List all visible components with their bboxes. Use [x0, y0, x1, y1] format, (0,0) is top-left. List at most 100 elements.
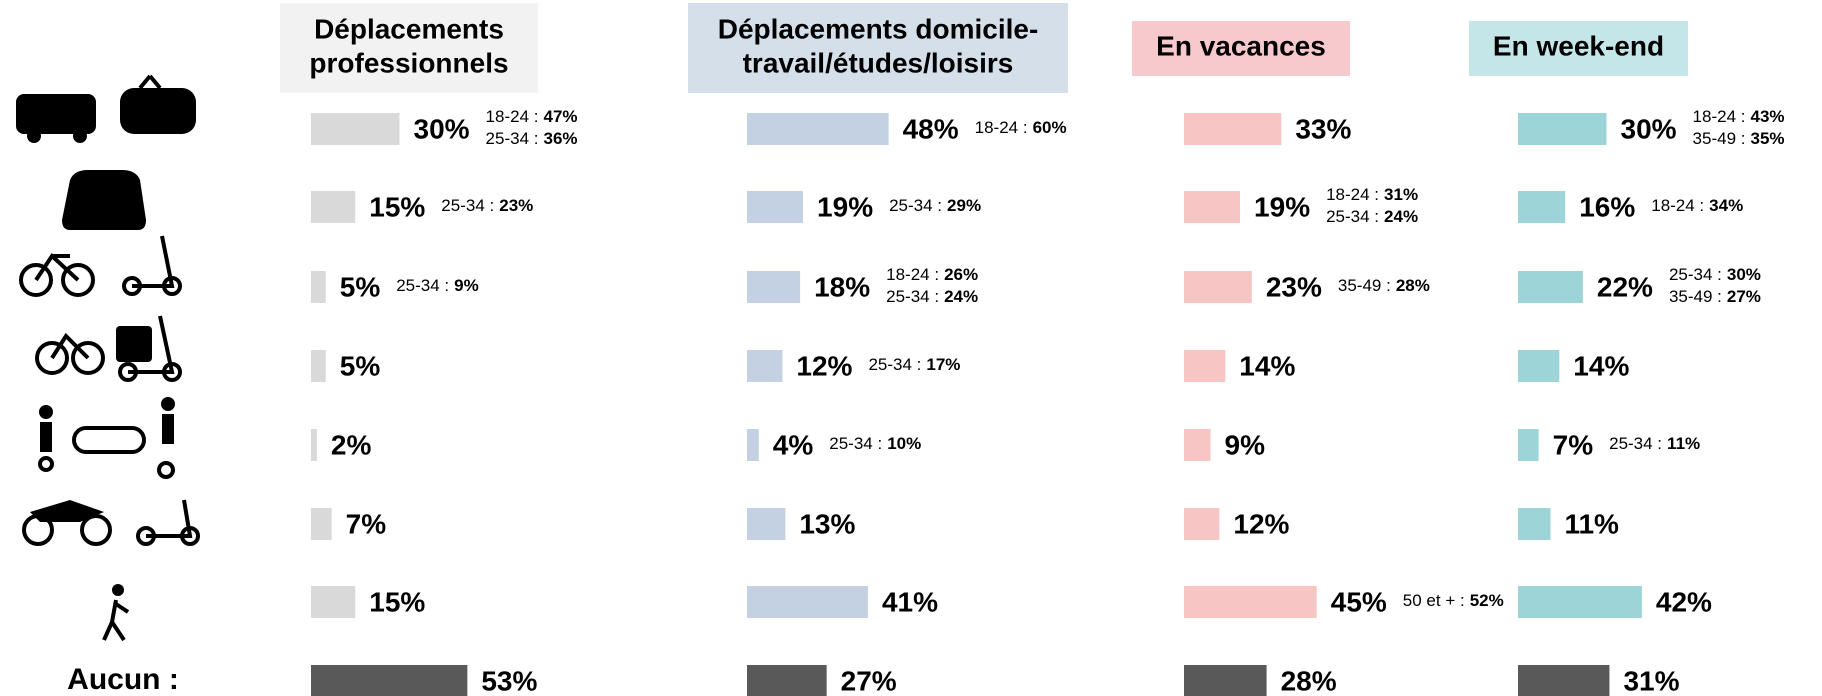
age-note: 25-34 : 30% — [1669, 265, 1761, 284]
panel-title: travail/études/loisirs — [743, 47, 1014, 78]
panel-title: En week-end — [1493, 30, 1664, 61]
value-label: 9% — [1225, 429, 1266, 460]
age-share: 34% — [1709, 196, 1743, 215]
age-share: 35% — [1750, 129, 1784, 148]
bar — [747, 271, 801, 303]
title-box — [1132, 21, 1350, 76]
value-label: 13% — [799, 508, 855, 539]
age-group: 35-49 : — [1338, 276, 1391, 295]
bar — [311, 350, 326, 382]
value-label: 45% — [1331, 586, 1387, 617]
age-share: 43% — [1750, 107, 1784, 126]
value-label: 19% — [817, 191, 873, 222]
bar — [747, 113, 889, 145]
age-note: 18-24 : 31% — [1326, 185, 1418, 204]
panel-title: Déplacements — [314, 13, 504, 44]
value-label: 18% — [814, 271, 870, 302]
age-share: 60% — [1033, 118, 1067, 137]
bar — [311, 191, 356, 223]
bar — [311, 665, 468, 696]
age-group: 25-34 : — [886, 287, 939, 306]
age-share: 47% — [543, 107, 577, 126]
bar — [1184, 191, 1241, 223]
row-label: Aucun : — [67, 663, 179, 696]
age-group: 25-34 : — [441, 196, 494, 215]
title-box — [280, 3, 538, 93]
bar — [1518, 586, 1642, 618]
bar — [747, 350, 783, 382]
value-label: 15% — [369, 191, 425, 222]
bar — [1184, 508, 1220, 540]
value-label: 14% — [1239, 350, 1295, 381]
age-group: 18-24 : — [1326, 185, 1379, 204]
age-note: 25-34 : 10% — [829, 434, 921, 453]
age-group: 18-24 : — [486, 107, 539, 126]
bar — [311, 113, 400, 145]
value-label: 7% — [346, 508, 387, 539]
bar — [747, 586, 868, 618]
value-label: 4% — [773, 429, 814, 460]
value-label: 42% — [1656, 586, 1712, 617]
value-label: 5% — [340, 271, 381, 302]
age-group: 18-24 : — [1651, 196, 1704, 215]
age-share: 28% — [1396, 276, 1430, 295]
value-label: 53% — [481, 665, 537, 696]
title-box — [688, 3, 1068, 93]
value-label: 28% — [1281, 665, 1337, 696]
value-label: 30% — [414, 113, 470, 144]
value-label: 12% — [796, 350, 852, 381]
bar — [747, 429, 759, 461]
age-note: 35-49 : 28% — [1338, 276, 1430, 295]
value-label: 33% — [1295, 113, 1351, 144]
age-note: 25-34 : 11% — [1609, 434, 1700, 453]
value-label: 14% — [1573, 350, 1629, 381]
age-note: 25-34 : 24% — [886, 287, 978, 306]
age-group: 25-34 : — [829, 434, 882, 453]
panel-title: Déplacements domicile- — [718, 13, 1039, 44]
bar — [311, 271, 326, 303]
bar — [311, 429, 317, 461]
bar — [1518, 665, 1610, 696]
age-share: 24% — [944, 287, 978, 306]
bar — [747, 508, 786, 540]
bar — [311, 586, 356, 618]
value-label: 7% — [1553, 429, 1594, 460]
age-note: 25-34 : 23% — [441, 196, 533, 215]
age-note: 25-34 :36% — [486, 129, 578, 148]
age-note: 25-34 : 17% — [868, 355, 960, 374]
age-share: 10% — [887, 434, 921, 453]
age-share: 27% — [1727, 287, 1761, 306]
age-note: 35-49 :35% — [1693, 129, 1785, 148]
value-label: 2% — [331, 429, 372, 460]
panel-title: En vacances — [1156, 30, 1326, 61]
bar — [1184, 350, 1226, 382]
age-note: 18-24 :47% — [486, 107, 578, 126]
value-label: 5% — [340, 350, 381, 381]
age-group: 25-34 : — [1326, 207, 1379, 226]
age-share: 30% — [1727, 265, 1761, 284]
age-group: 18-24 : — [886, 265, 939, 284]
value-label: 19% — [1254, 191, 1310, 222]
age-group: 35-49 : — [1669, 287, 1722, 306]
age-share: 24% — [1384, 207, 1418, 226]
age-group: 25-34 : — [1669, 265, 1722, 284]
age-group: 25-34 : — [1609, 434, 1662, 453]
bar — [1518, 429, 1539, 461]
age-group: 18-24 : — [1693, 107, 1746, 126]
bar — [1184, 429, 1211, 461]
age-share: 23% — [499, 196, 533, 215]
age-share: 9% — [454, 276, 479, 295]
age-group: 25-34 : — [889, 196, 942, 215]
value-label: 12% — [1233, 508, 1289, 539]
age-note: 25-34 : 29% — [889, 196, 981, 215]
value-label: 22% — [1597, 271, 1653, 302]
age-note: 25-34 : 9% — [396, 276, 479, 295]
bar — [1518, 191, 1566, 223]
bar — [311, 508, 332, 540]
age-note: 35-49 : 27% — [1669, 287, 1761, 306]
bar — [747, 191, 804, 223]
bar — [1184, 113, 1282, 145]
age-note: 18-24 : 60% — [975, 118, 1067, 137]
age-share: 26% — [944, 265, 978, 284]
bar — [1518, 508, 1551, 540]
